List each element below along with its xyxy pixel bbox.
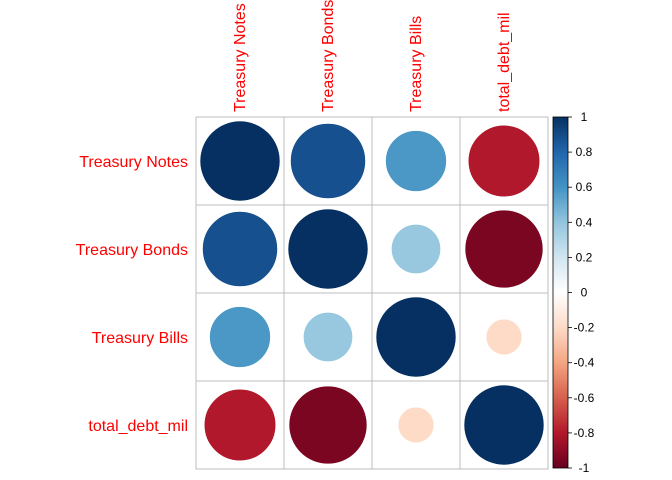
row-label: Treasury Notes [79, 154, 188, 171]
colorbar-tick-label: -0.4 [574, 356, 595, 370]
colorbar-tick-label: 1 [581, 110, 588, 124]
correlation-circle [391, 224, 441, 274]
colorbar-tick-label: -0.2 [574, 321, 595, 335]
correlation-circle [202, 211, 278, 287]
colorbar-tick-label: 0.4 [576, 215, 593, 229]
correlation-circle [467, 124, 541, 198]
colorbar-tick-label: 0.8 [576, 145, 593, 159]
colorbar-tick-label: 0.6 [576, 180, 593, 194]
circle-layer [199, 120, 545, 466]
colorbar: 1 0.8 0.6 0.4 0.2 0 -0.2 -0.4 -0.6 -0.8 -1 [552, 110, 595, 475]
correlation-circle [199, 120, 281, 202]
correlation-circle [464, 209, 544, 289]
column-label: total_debt_mil [496, 12, 513, 112]
column-label: Treasury Notes [232, 3, 249, 112]
correlation-circle [375, 296, 457, 378]
colorbar-tick-label: 0.2 [576, 250, 593, 264]
column-label: Treasury Bonds [320, 0, 337, 112]
colorbar-tick-label: -0.6 [574, 391, 595, 405]
row-label: Treasury Bonds [76, 242, 188, 259]
correlation-circle [303, 312, 353, 362]
column-labels: Treasury Notes Treasury Bonds Treasury Bil… [232, 0, 513, 112]
correlation-circle [209, 306, 271, 368]
correlation-circle [463, 384, 545, 466]
row-labels: Treasury Notes Treasury Bonds Treasury Bil… [76, 154, 188, 435]
correlation-circle [290, 123, 366, 199]
colorbar-gradient [552, 116, 569, 469]
colorbar-tick-label: 0 [581, 286, 588, 300]
column-label: Treasury Bills [408, 16, 425, 112]
correlation-circle [397, 406, 435, 444]
colorbar-tick-label: -1 [579, 461, 590, 475]
correlation-circle [287, 208, 369, 290]
correlation-circle [203, 388, 277, 462]
correlation-circle [385, 130, 447, 192]
colorbar-tick-label: -0.8 [574, 426, 595, 440]
row-label: Treasury Bills [92, 330, 188, 347]
correlation-circle [288, 385, 368, 465]
correlation-circle [485, 318, 523, 356]
row-label: total_debt_mil [88, 418, 188, 435]
